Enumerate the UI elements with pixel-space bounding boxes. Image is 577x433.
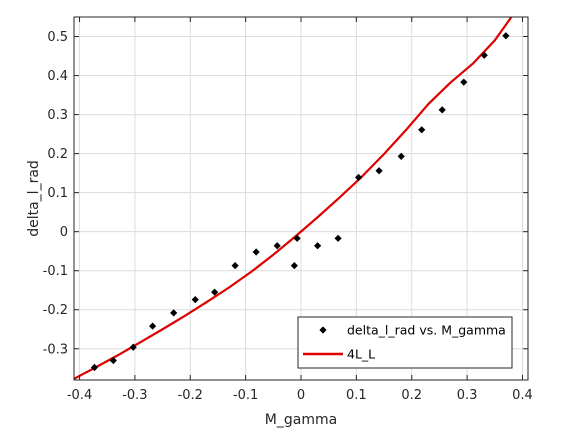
data-point	[252, 248, 260, 256]
y-tick-label: 0.5	[47, 30, 68, 45]
data-markers-series	[90, 32, 510, 372]
data-point	[314, 242, 322, 250]
data-point	[149, 322, 157, 330]
legend-label-markers: delta_l_rad vs. M_gamma	[347, 323, 506, 338]
data-point	[418, 126, 426, 134]
data-point	[109, 356, 117, 365]
data-point	[354, 173, 363, 182]
data-point	[502, 32, 510, 40]
data-point	[129, 343, 137, 351]
x-tick-label: 0.3	[457, 388, 478, 403]
data-point	[211, 288, 219, 296]
y-tick-label: 0.3	[47, 108, 68, 123]
data-point	[397, 152, 405, 160]
data-point	[334, 234, 342, 242]
data-point	[170, 309, 178, 317]
y-axis-label: delta_l_rad	[26, 160, 42, 237]
x-tick-label: 0.2	[401, 388, 422, 403]
axis-ticks	[74, 17, 528, 380]
x-tick-label: 0.1	[346, 388, 367, 403]
fit-line	[74, 17, 513, 380]
y-tick-label: 0.1	[47, 186, 68, 201]
legend-box	[297, 316, 513, 369]
legend-label-line: 4L_L	[347, 347, 375, 362]
fit-line-series	[74, 17, 513, 380]
legend-marker-swatch	[319, 326, 327, 334]
data-point	[231, 262, 239, 270]
data-point	[293, 234, 301, 242]
x-tick-label: -0.3	[122, 388, 147, 403]
x-tick-label: 0	[297, 388, 305, 403]
data-point	[480, 51, 488, 59]
x-tick-label: -0.4	[67, 388, 92, 403]
data-point	[273, 242, 281, 250]
data-point	[438, 106, 446, 114]
data-point	[191, 295, 199, 304]
x-axis-label: M_gamma	[265, 412, 337, 428]
legend: delta_l_rad vs. M_gamma 4L_L	[297, 316, 513, 369]
data-point	[460, 78, 468, 86]
y-tick-label: -0.1	[43, 264, 68, 279]
y-tick-label: 0	[60, 225, 68, 240]
legend-marker	[319, 326, 327, 334]
y-tick-label: -0.2	[43, 303, 68, 318]
data-point	[375, 167, 383, 175]
y-tick-label: -0.3	[43, 342, 68, 357]
data-point	[90, 363, 99, 372]
x-tick-label: -0.2	[178, 388, 203, 403]
x-tick-label: -0.1	[233, 388, 258, 403]
tick-labels: -0.4 -0.3 -0.2 -0.1 0 0.1 0.2 0.3 0.4 -0.3 -0.2 -0.…	[43, 30, 533, 403]
x-tick-label: 0.4	[512, 388, 533, 403]
y-tick-label: 0.2	[47, 147, 68, 162]
data-point	[290, 262, 298, 270]
y-tick-label: 0.4	[47, 69, 68, 84]
